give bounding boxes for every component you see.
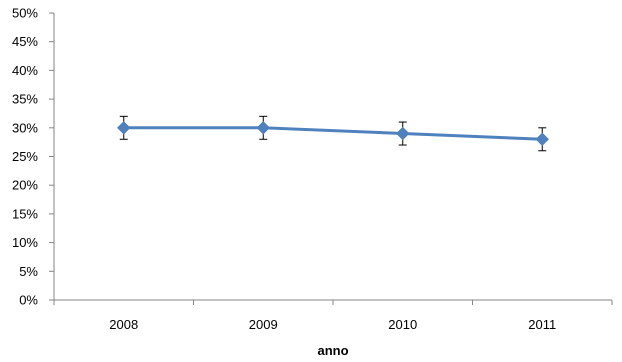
series-line (123, 126, 543, 141)
y-tick-label: 40% (12, 63, 38, 78)
x-tick-label: 2008 (109, 317, 138, 332)
y-tick-label: 35% (12, 92, 38, 107)
x-tick-label: 2010 (388, 317, 417, 332)
y-axis-tick-labels: 0% 5% 10% 15% 20% 25% 30% 35% 40% 45% 50% (12, 6, 38, 308)
data-point-marker (535, 132, 549, 146)
y-tick-label: 5% (19, 264, 38, 279)
y-tick-label: 25% (12, 149, 38, 164)
error-bars (119, 115, 547, 152)
axes (49, 12, 613, 305)
data-point-marker (396, 126, 410, 141)
y-tick-label: 30% (12, 120, 38, 135)
series-lines (123, 126, 543, 141)
x-axis-title: anno (317, 343, 348, 358)
y-tick-label: 50% (12, 6, 38, 21)
x-tick-label: 2011 (528, 317, 556, 332)
data-point-marker (256, 121, 270, 135)
data-point-marker (117, 121, 131, 135)
y-tick-label: 10% (12, 235, 38, 250)
y-tick-label: 0% (19, 293, 38, 308)
x-axis-tick-labels: 2008 2009 2010 2011 (109, 317, 556, 332)
x-tick-label: 2009 (249, 317, 278, 332)
y-tick-label: 45% (12, 34, 38, 49)
y-tick-label: 20% (12, 178, 38, 193)
y-tick-label: 15% (12, 206, 38, 221)
data-markers (117, 121, 549, 146)
